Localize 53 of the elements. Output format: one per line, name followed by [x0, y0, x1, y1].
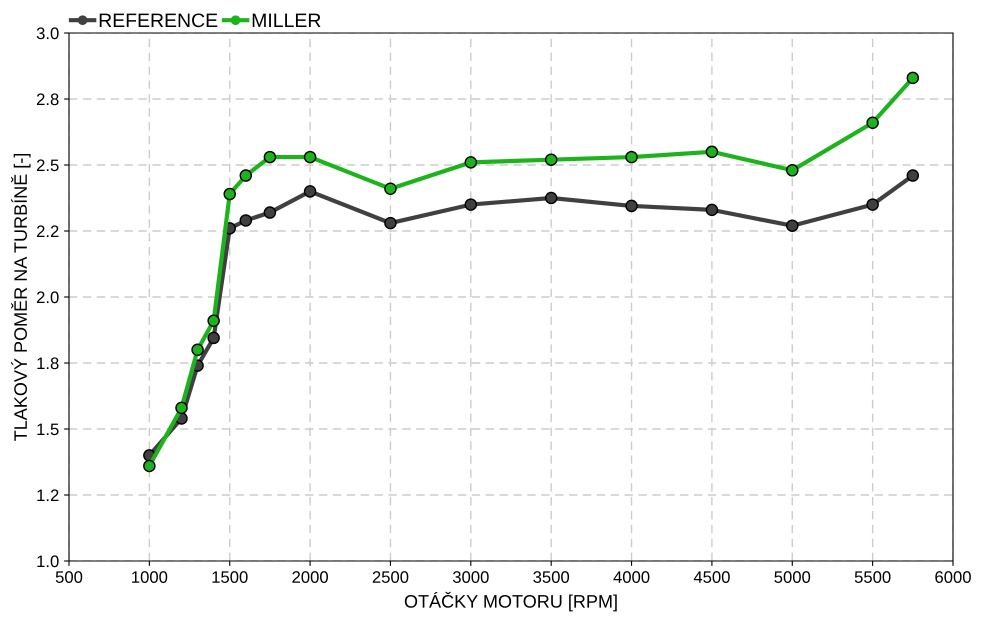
y-tick-label: 1.0 — [37, 555, 59, 568]
x-tick-label: 3000 — [452, 571, 489, 583]
point — [207, 314, 220, 328]
point — [706, 146, 718, 158]
y-tick-label: 1.5 — [37, 424, 59, 436]
point — [544, 192, 558, 204]
point — [906, 72, 920, 84]
y-tick-label: 2.5 — [36, 159, 59, 172]
point — [191, 344, 204, 356]
y-axis-title: TLAKOVÝ POMĚR NA TURBÍNĚ [-] — [11, 154, 31, 441]
x-tick-label: 1000 — [132, 571, 168, 583]
point — [706, 204, 718, 216]
point — [175, 402, 188, 414]
y-tick-label: 1.8 — [37, 357, 59, 370]
y-tick-label: 2.0 — [36, 291, 59, 304]
point — [866, 198, 879, 211]
x-tick-label: 3500 — [533, 571, 570, 583]
point — [304, 185, 316, 198]
y-tick-label: 2.8 — [36, 93, 59, 106]
x-tick-label: 5000 — [774, 571, 810, 583]
x-tick-label: 500 — [56, 571, 82, 583]
legend-label: MILLER — [252, 14, 320, 28]
point — [625, 150, 638, 164]
point — [304, 150, 316, 164]
x-tick-label: 2500 — [372, 571, 408, 583]
y-tick-label: 3.0 — [36, 27, 59, 40]
x-tick-label: 2000 — [292, 571, 328, 583]
point — [207, 332, 220, 344]
point — [143, 460, 156, 472]
point — [906, 169, 920, 182]
point — [786, 164, 799, 177]
point — [240, 214, 252, 227]
point — [240, 169, 252, 182]
point — [384, 182, 397, 196]
point — [223, 188, 236, 200]
x-tick-label: 1500 — [212, 571, 248, 583]
point — [384, 216, 397, 230]
point — [866, 116, 879, 130]
x-tick-label: 4500 — [694, 571, 730, 583]
point — [544, 153, 558, 166]
x-tick-label: 6000 — [935, 571, 971, 583]
point — [264, 150, 276, 164]
point — [786, 219, 799, 232]
x-axis-title: OTÁČKY MOTORU [RPM] — [404, 592, 617, 612]
point — [464, 198, 478, 211]
x-tick-label: 4000 — [613, 571, 650, 583]
point — [264, 206, 276, 219]
point — [625, 200, 638, 212]
x-tick-label: 5500 — [854, 571, 891, 583]
legend-label: REFERENCE — [100, 13, 218, 28]
y-tick-label: 2.2 — [36, 225, 58, 238]
y-tick-label: 1.2 — [37, 489, 58, 502]
point — [464, 156, 478, 169]
